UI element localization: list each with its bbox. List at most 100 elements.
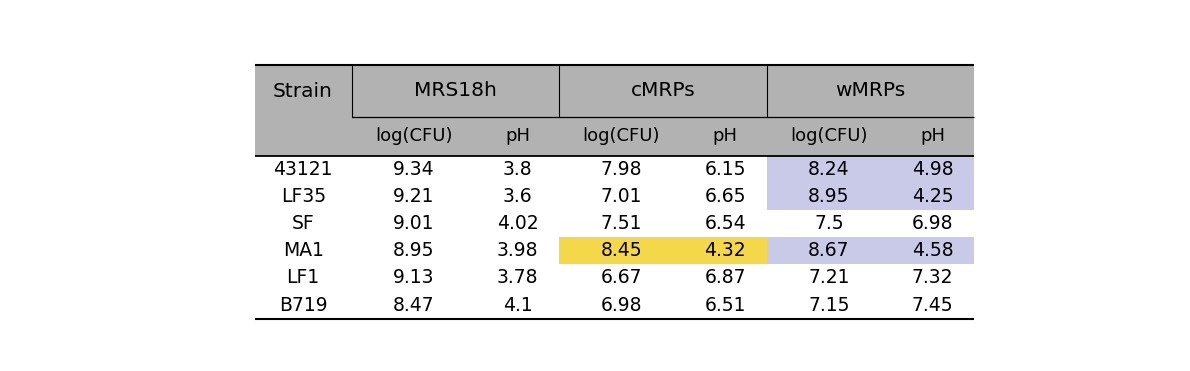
Text: 9.34: 9.34 <box>393 160 434 179</box>
Text: 8.95: 8.95 <box>393 241 434 260</box>
Bar <box>559 292 683 319</box>
Text: 8.95: 8.95 <box>808 187 850 206</box>
Bar <box>683 265 766 292</box>
Text: B719: B719 <box>278 296 327 315</box>
Bar <box>352 156 476 183</box>
Bar <box>891 237 975 265</box>
Text: 6.98: 6.98 <box>912 214 953 233</box>
Bar <box>891 183 975 210</box>
Bar <box>476 237 559 265</box>
Bar <box>766 183 891 210</box>
Bar <box>683 156 766 183</box>
Text: 3.98: 3.98 <box>497 241 538 260</box>
Text: SF: SF <box>292 214 314 233</box>
Text: 4.25: 4.25 <box>912 187 953 206</box>
Bar <box>559 183 683 210</box>
Bar <box>255 210 352 237</box>
Text: 7.98: 7.98 <box>601 160 643 179</box>
Text: MRS18h: MRS18h <box>414 81 497 100</box>
Text: 3.6: 3.6 <box>503 187 532 206</box>
Bar <box>352 65 559 117</box>
Text: 6.67: 6.67 <box>601 269 643 288</box>
Bar <box>891 117 975 156</box>
Text: wMRPs: wMRPs <box>835 81 906 100</box>
Text: log(CFU): log(CFU) <box>375 127 452 145</box>
Bar <box>766 237 891 265</box>
Bar <box>766 210 891 237</box>
Text: MA1: MA1 <box>283 241 324 260</box>
Bar <box>255 237 352 265</box>
Text: pH: pH <box>505 127 531 145</box>
Text: 6.54: 6.54 <box>704 214 746 233</box>
Text: 8.24: 8.24 <box>808 160 850 179</box>
Bar <box>352 117 476 156</box>
Text: 4.02: 4.02 <box>497 214 538 233</box>
Bar <box>891 265 975 292</box>
Bar <box>476 183 559 210</box>
Text: LF35: LF35 <box>281 187 326 206</box>
Bar <box>255 265 352 292</box>
Text: 3.8: 3.8 <box>503 160 532 179</box>
Text: 8.45: 8.45 <box>601 241 643 260</box>
Text: log(CFU): log(CFU) <box>583 127 660 145</box>
Bar <box>255 65 352 156</box>
Text: 43121: 43121 <box>274 160 333 179</box>
Bar <box>559 237 683 265</box>
Bar <box>476 117 559 156</box>
Text: 6.65: 6.65 <box>704 187 746 206</box>
Text: 9.13: 9.13 <box>393 269 434 288</box>
Bar <box>559 156 683 183</box>
Text: 8.47: 8.47 <box>393 296 434 315</box>
Text: 3.78: 3.78 <box>497 269 538 288</box>
Text: pH: pH <box>920 127 945 145</box>
Text: pH: pH <box>713 127 738 145</box>
Text: 7.5: 7.5 <box>814 214 844 233</box>
Text: 7.01: 7.01 <box>601 187 643 206</box>
Text: cMRPs: cMRPs <box>631 81 695 100</box>
Text: Strain: Strain <box>273 82 332 101</box>
Bar <box>352 292 476 319</box>
Bar <box>766 65 975 117</box>
Text: 7.32: 7.32 <box>912 269 953 288</box>
Bar <box>891 156 975 183</box>
Text: 6.98: 6.98 <box>601 296 643 315</box>
Bar <box>255 156 352 183</box>
Text: 6.87: 6.87 <box>704 269 746 288</box>
Bar <box>683 292 766 319</box>
Bar <box>352 265 476 292</box>
Text: 4.98: 4.98 <box>912 160 953 179</box>
Bar <box>766 292 891 319</box>
Bar <box>476 292 559 319</box>
Bar <box>255 292 352 319</box>
Text: 4.58: 4.58 <box>912 241 953 260</box>
Text: 9.21: 9.21 <box>393 187 434 206</box>
Text: 4.32: 4.32 <box>704 241 746 260</box>
Bar <box>766 117 891 156</box>
Bar <box>559 117 683 156</box>
Text: 6.51: 6.51 <box>704 296 746 315</box>
Text: 9.01: 9.01 <box>393 214 434 233</box>
Bar <box>559 210 683 237</box>
Bar <box>255 183 352 210</box>
Bar <box>683 237 766 265</box>
Text: 7.21: 7.21 <box>808 269 850 288</box>
Text: 7.51: 7.51 <box>601 214 643 233</box>
Text: log(CFU): log(CFU) <box>790 127 868 145</box>
Bar <box>766 265 891 292</box>
Bar <box>683 183 766 210</box>
Text: 6.15: 6.15 <box>704 160 746 179</box>
Bar <box>352 237 476 265</box>
Bar <box>476 210 559 237</box>
Bar <box>766 156 891 183</box>
Bar <box>683 117 766 156</box>
Bar <box>559 265 683 292</box>
Text: LF1: LF1 <box>287 269 320 288</box>
Text: 8.67: 8.67 <box>808 241 850 260</box>
Bar <box>352 183 476 210</box>
Bar <box>891 292 975 319</box>
Bar <box>683 210 766 237</box>
Bar <box>559 65 766 117</box>
Bar <box>891 210 975 237</box>
Bar <box>476 156 559 183</box>
Text: 4.1: 4.1 <box>502 296 533 315</box>
